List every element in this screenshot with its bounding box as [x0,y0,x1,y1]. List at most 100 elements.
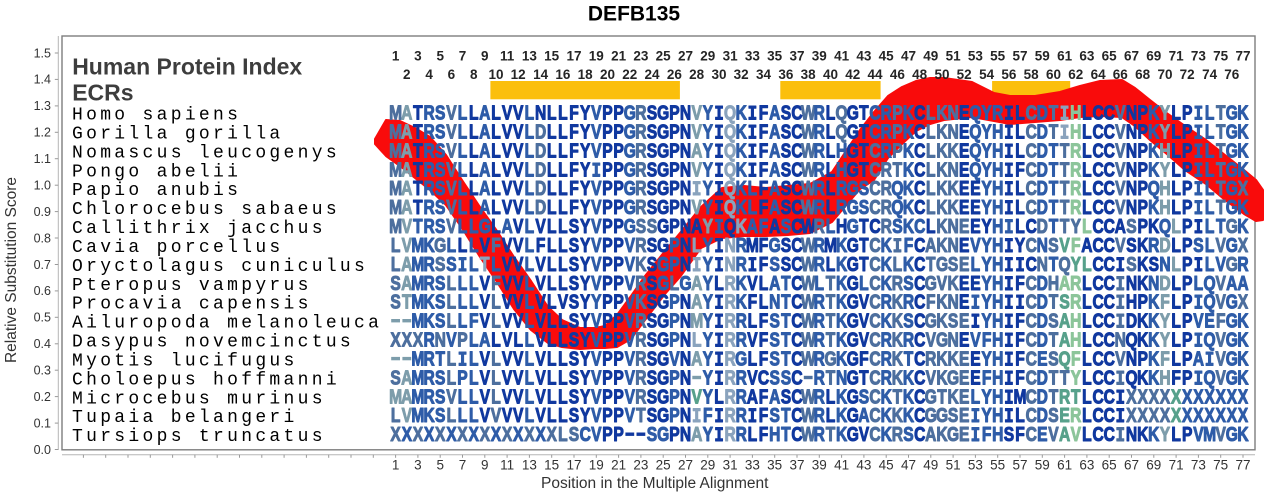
svg-text:Y: Y [703,177,713,199]
svg-text:T: T [413,177,423,199]
svg-text:D: D [535,121,546,143]
svg-text:X: X [1182,385,1192,407]
svg-text:R: R [635,310,646,332]
svg-text:T: T [859,253,869,275]
svg-text:R: R [635,348,646,370]
svg-text:L: L [547,291,557,313]
svg-text:T: T [1049,329,1059,351]
svg-text:E: E [1037,423,1047,445]
svg-text:T: T [1060,215,1070,237]
svg-text:Y: Y [580,367,590,389]
svg-text:L: L [469,404,479,426]
svg-text:G: G [679,272,691,294]
svg-text:T: T [826,310,836,332]
svg-text:R: R [1070,272,1081,294]
svg-text:C: C [914,234,925,256]
svg-text:E: E [970,348,980,370]
svg-text:C: C [869,423,880,445]
svg-text:Y: Y [703,196,713,218]
svg-text:X: X [1160,385,1170,407]
svg-text:P: P [1182,272,1192,294]
svg-text:G: G [1226,367,1238,389]
svg-text:H: H [992,272,1003,294]
svg-text:L: L [558,385,568,407]
svg-text:S: S [647,272,657,294]
svg-text:T: T [781,310,791,332]
svg-text:G: G [1226,253,1238,275]
svg-text:R: R [635,121,646,143]
svg-text:G: G [925,310,937,332]
svg-text:R: R [736,310,747,332]
svg-text:59: 59 [1035,48,1050,63]
svg-text:V: V [591,234,601,256]
svg-text:F: F [759,139,769,161]
svg-text:T: T [826,291,836,313]
svg-text:58: 58 [1024,67,1040,82]
svg-text:V: V [535,310,545,332]
svg-text:H: H [1126,291,1137,313]
svg-text:K: K [1237,423,1248,445]
svg-text:K: K [903,367,914,389]
svg-text:L: L [926,102,936,124]
svg-text:R: R [635,158,646,180]
svg-text:18: 18 [578,67,594,82]
svg-text:DEFB135: DEFB135 [588,3,681,26]
svg-text:A: A [1226,272,1237,294]
svg-text:T: T [859,158,869,180]
svg-text:C: C [791,177,802,199]
svg-text:47: 47 [901,48,916,63]
svg-text:C: C [869,215,880,237]
svg-text:G: G [657,272,669,294]
svg-text:N: N [836,367,847,389]
svg-text:K: K [1148,423,1159,445]
svg-text:T: T [435,348,445,370]
svg-text:C: C [791,158,802,180]
svg-text:V: V [1059,234,1069,256]
svg-text:S: S [569,367,579,389]
svg-text:K: K [1148,139,1159,161]
svg-text:13: 13 [522,48,538,63]
svg-text:M: M [411,272,424,294]
svg-text:29: 29 [700,457,715,472]
svg-text:X: X [413,329,423,351]
svg-text:C: C [914,385,925,407]
svg-text:P: P [669,329,679,351]
svg-text:I: I [1060,103,1070,126]
svg-text:I: I [1194,141,1204,164]
svg-text:Nomascus leucogenys: Nomascus leucogenys [72,143,340,163]
svg-text:C: C [1026,121,1037,143]
svg-text:A: A [479,329,490,351]
svg-text:F: F [859,348,869,370]
svg-text:K: K [936,196,947,218]
svg-text:L: L [469,272,479,294]
svg-text:Y: Y [981,272,991,294]
svg-text:A: A [479,121,490,143]
svg-text:L: L [469,367,479,389]
svg-text:A: A [401,253,412,275]
svg-text:S: S [435,404,445,426]
svg-text:C: C [869,234,880,256]
svg-text:N: N [435,329,446,351]
svg-text:G: G [1226,121,1238,143]
svg-text:A: A [1193,348,1204,370]
svg-text:X: X [480,423,490,445]
svg-text:G: G [847,102,859,124]
svg-text:A: A [769,272,780,294]
svg-text:L: L [469,253,479,275]
svg-text:L: L [759,272,769,294]
svg-text:E: E [959,253,969,275]
svg-text:L: L [1082,139,1092,161]
svg-text:S: S [435,102,445,124]
svg-text:H: H [836,215,847,237]
svg-text:Q: Q [1204,272,1216,294]
svg-text:Q: Q [969,121,981,143]
svg-text:L: L [491,139,501,161]
svg-text:K: K [903,215,914,237]
svg-text:L: L [525,348,535,370]
svg-text:C: C [1104,272,1115,294]
svg-text:L: L [447,348,457,370]
svg-text:K: K [947,139,958,161]
svg-text:K: K [881,310,892,332]
svg-text:E: E [1037,348,1047,370]
svg-text:G: G [936,253,948,275]
